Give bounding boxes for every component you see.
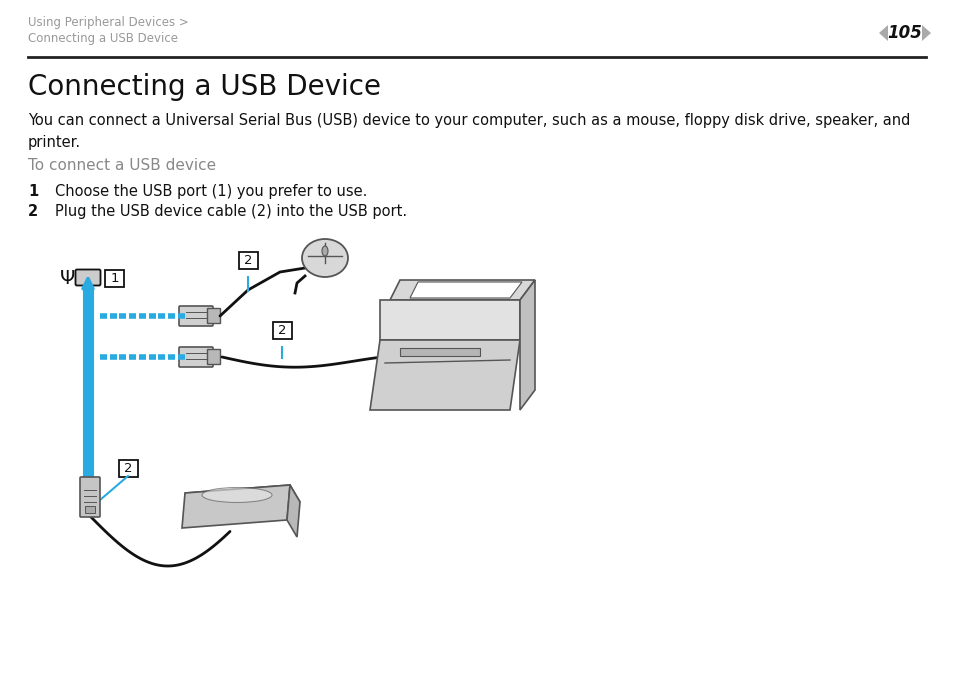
Text: Choose the USB port (1) you prefer to use.: Choose the USB port (1) you prefer to us… bbox=[55, 184, 367, 199]
Polygon shape bbox=[182, 485, 290, 528]
FancyBboxPatch shape bbox=[273, 322, 292, 339]
Polygon shape bbox=[410, 282, 521, 298]
Text: 2: 2 bbox=[28, 204, 38, 219]
FancyBboxPatch shape bbox=[179, 306, 213, 326]
Text: 2: 2 bbox=[124, 462, 132, 474]
Polygon shape bbox=[379, 300, 519, 340]
Text: To connect a USB device: To connect a USB device bbox=[28, 158, 216, 173]
Polygon shape bbox=[370, 340, 519, 410]
FancyBboxPatch shape bbox=[179, 347, 213, 367]
FancyBboxPatch shape bbox=[119, 460, 138, 477]
Text: Using Peripheral Devices >: Using Peripheral Devices > bbox=[28, 16, 189, 29]
Polygon shape bbox=[519, 280, 535, 410]
FancyBboxPatch shape bbox=[75, 270, 100, 286]
Polygon shape bbox=[287, 485, 299, 537]
Ellipse shape bbox=[202, 487, 272, 503]
FancyBboxPatch shape bbox=[85, 506, 95, 513]
Text: 1: 1 bbox=[28, 184, 38, 199]
Polygon shape bbox=[185, 485, 299, 510]
Ellipse shape bbox=[322, 246, 328, 256]
Text: You can connect a Universal Serial Bus (USB) device to your computer, such as a : You can connect a Universal Serial Bus (… bbox=[28, 113, 909, 150]
Polygon shape bbox=[878, 25, 887, 41]
Text: Ψ: Ψ bbox=[60, 268, 75, 288]
Text: 2: 2 bbox=[277, 324, 286, 336]
FancyBboxPatch shape bbox=[80, 477, 100, 517]
Polygon shape bbox=[390, 280, 535, 300]
FancyBboxPatch shape bbox=[399, 348, 479, 356]
Text: Connecting a USB Device: Connecting a USB Device bbox=[28, 73, 380, 101]
FancyBboxPatch shape bbox=[208, 350, 220, 365]
Text: 1: 1 bbox=[111, 272, 118, 285]
Text: 105: 105 bbox=[886, 24, 922, 42]
FancyBboxPatch shape bbox=[239, 252, 257, 269]
Polygon shape bbox=[921, 25, 930, 41]
FancyBboxPatch shape bbox=[208, 309, 220, 324]
Text: Connecting a USB Device: Connecting a USB Device bbox=[28, 32, 178, 45]
Text: 2: 2 bbox=[244, 253, 252, 266]
Text: Plug the USB device cable (2) into the USB port.: Plug the USB device cable (2) into the U… bbox=[55, 204, 407, 219]
FancyBboxPatch shape bbox=[105, 270, 124, 287]
Ellipse shape bbox=[302, 239, 348, 277]
